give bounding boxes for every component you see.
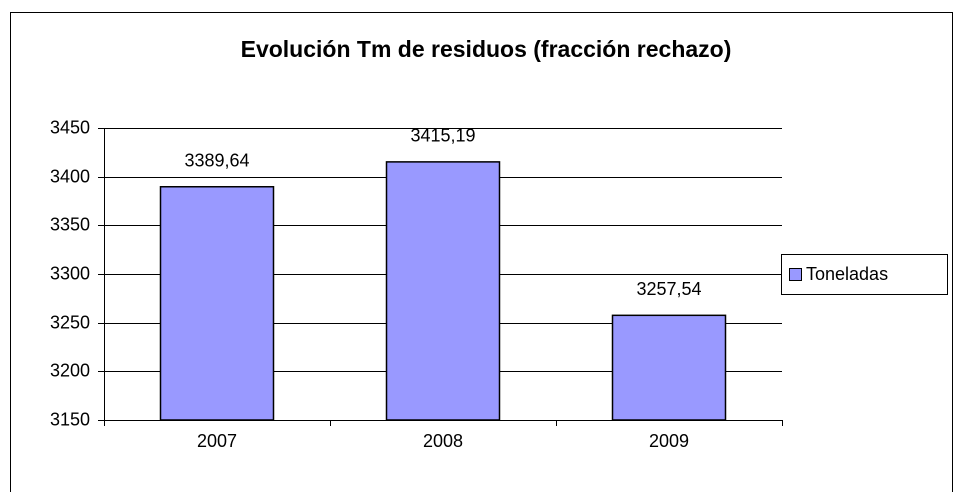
y-tick-label: 3300 (50, 263, 90, 283)
x-tick-label: 2007 (197, 431, 237, 451)
x-tick-label: 2008 (423, 431, 463, 451)
bar (159, 186, 275, 421)
y-tick-label: 3350 (50, 214, 90, 234)
y-tick-label: 3450 (50, 117, 90, 137)
value-label: 3389,64 (184, 151, 249, 171)
y-tick-label: 3250 (50, 312, 90, 332)
bar (385, 161, 501, 421)
legend-box (781, 254, 948, 295)
legend-label: Toneladas (806, 264, 888, 284)
value-label: 3257,54 (636, 279, 701, 299)
y-tick-label: 3400 (50, 166, 90, 186)
value-label: 3415,19 (410, 126, 475, 146)
legend-swatch (789, 268, 802, 281)
y-tick-label: 3150 (50, 409, 90, 429)
bar (611, 314, 727, 421)
y-tick-label: 3200 (50, 360, 90, 380)
chart-title: Evolución Tm de residuos (fracción recha… (241, 36, 732, 62)
x-tick-label: 2009 (649, 431, 689, 451)
